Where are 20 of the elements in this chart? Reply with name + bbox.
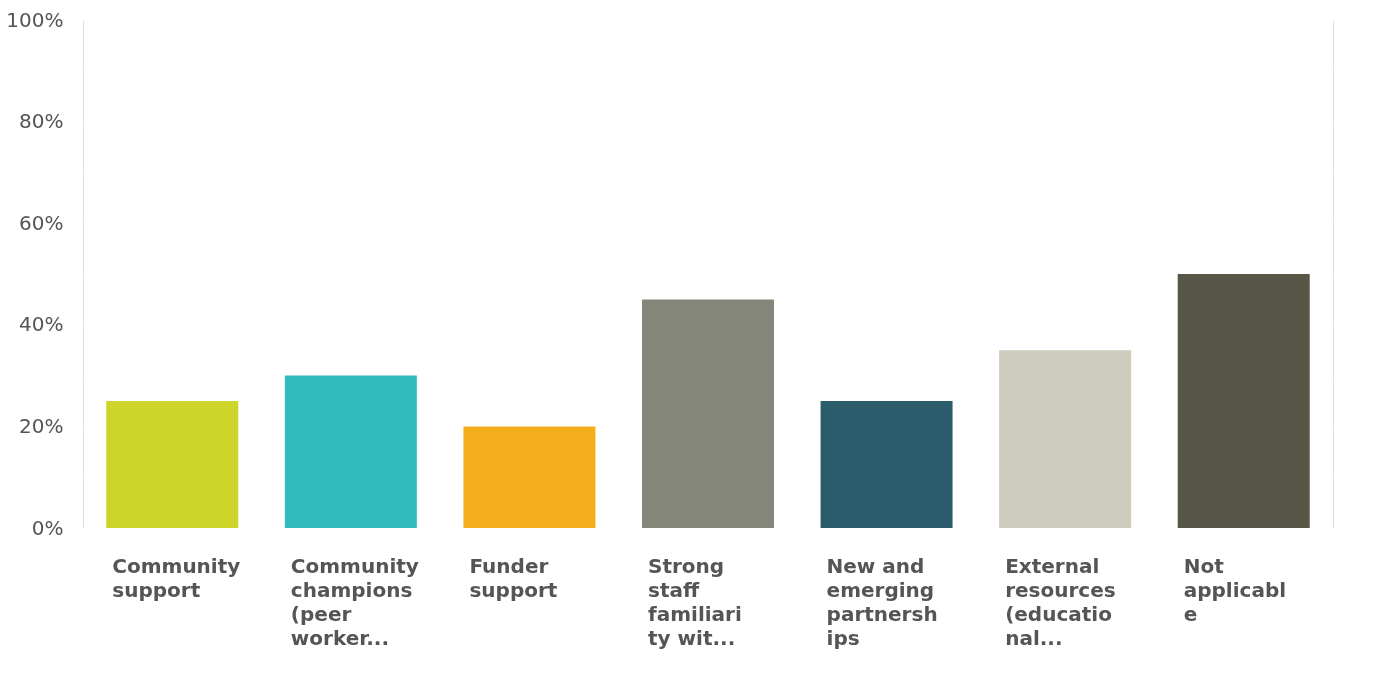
bar bbox=[106, 401, 239, 528]
bar bbox=[1177, 274, 1310, 528]
bar bbox=[284, 375, 417, 528]
y-tick-label: 80% bbox=[19, 109, 64, 134]
x-tick-label: Community champions (peer worker... bbox=[290, 553, 419, 650]
x-tick-label: Strong staff familiari ty wit... bbox=[648, 553, 742, 650]
x-tick-label: Not applicabl e bbox=[1183, 553, 1287, 626]
x-tick-label: New and emerging partnersh ips bbox=[826, 553, 938, 650]
y-tick-label: 20% bbox=[19, 413, 64, 438]
y-tick-label: 60% bbox=[19, 210, 64, 235]
x-tick-label: External resources (educatio nal... bbox=[1005, 553, 1116, 650]
y-tick-label: 40% bbox=[19, 312, 64, 337]
y-tick-label: 100% bbox=[6, 7, 64, 32]
x-tick-label: Community support bbox=[112, 553, 241, 602]
bar bbox=[642, 299, 774, 528]
y-tick-label: 0% bbox=[31, 515, 64, 540]
bar bbox=[999, 350, 1132, 528]
bar bbox=[820, 401, 953, 528]
bar bbox=[463, 426, 596, 528]
x-tick-label: Funder support bbox=[469, 553, 558, 602]
